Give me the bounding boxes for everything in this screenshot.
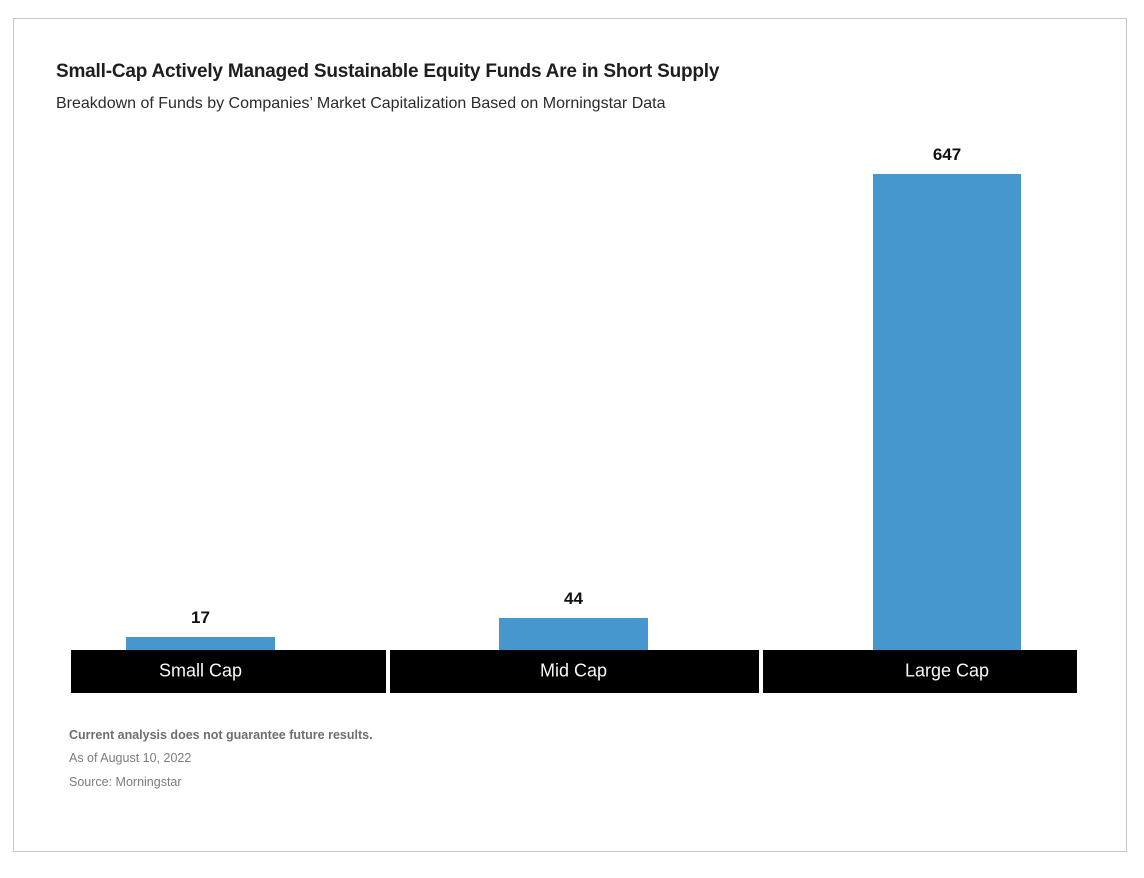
category-label-mid-cap: Mid Cap — [539, 660, 608, 681]
category-label-small-cap: Small Cap — [158, 660, 243, 681]
bar-chart: 17 44 647 Small Cap Mid Cap Large Cap — [71, 145, 1077, 693]
band-separator — [386, 649, 390, 693]
footnotes: Current analysis does not guarantee futu… — [69, 727, 1096, 790]
bar-large-cap — [873, 173, 1021, 650]
chart-subtitle: Breakdown of Funds by Companies’ Market … — [56, 94, 666, 112]
category-label-large-cap: Large Cap — [904, 660, 990, 681]
value-label-large-cap: 647 — [932, 144, 962, 164]
band-separator — [759, 649, 763, 693]
bar-small-cap — [126, 636, 275, 650]
chart-card: Small-Cap Actively Managed Sustainable E… — [13, 18, 1127, 852]
source-text: Source: Morningstar — [69, 774, 182, 789]
category-axis-band: Small Cap Mid Cap Large Cap — [71, 649, 1077, 693]
bar-mid-cap — [499, 617, 648, 650]
chart-title: Small-Cap Actively Managed Sustainable E… — [56, 61, 720, 82]
value-label-small-cap: 17 — [191, 607, 210, 627]
as-of-date: As of August 10, 2022 — [69, 750, 192, 765]
plot-area: 17 44 647 — [71, 145, 1077, 650]
disclaimer-text: Current analysis does not guarantee futu… — [69, 727, 373, 742]
value-label-mid-cap: 44 — [564, 588, 583, 608]
